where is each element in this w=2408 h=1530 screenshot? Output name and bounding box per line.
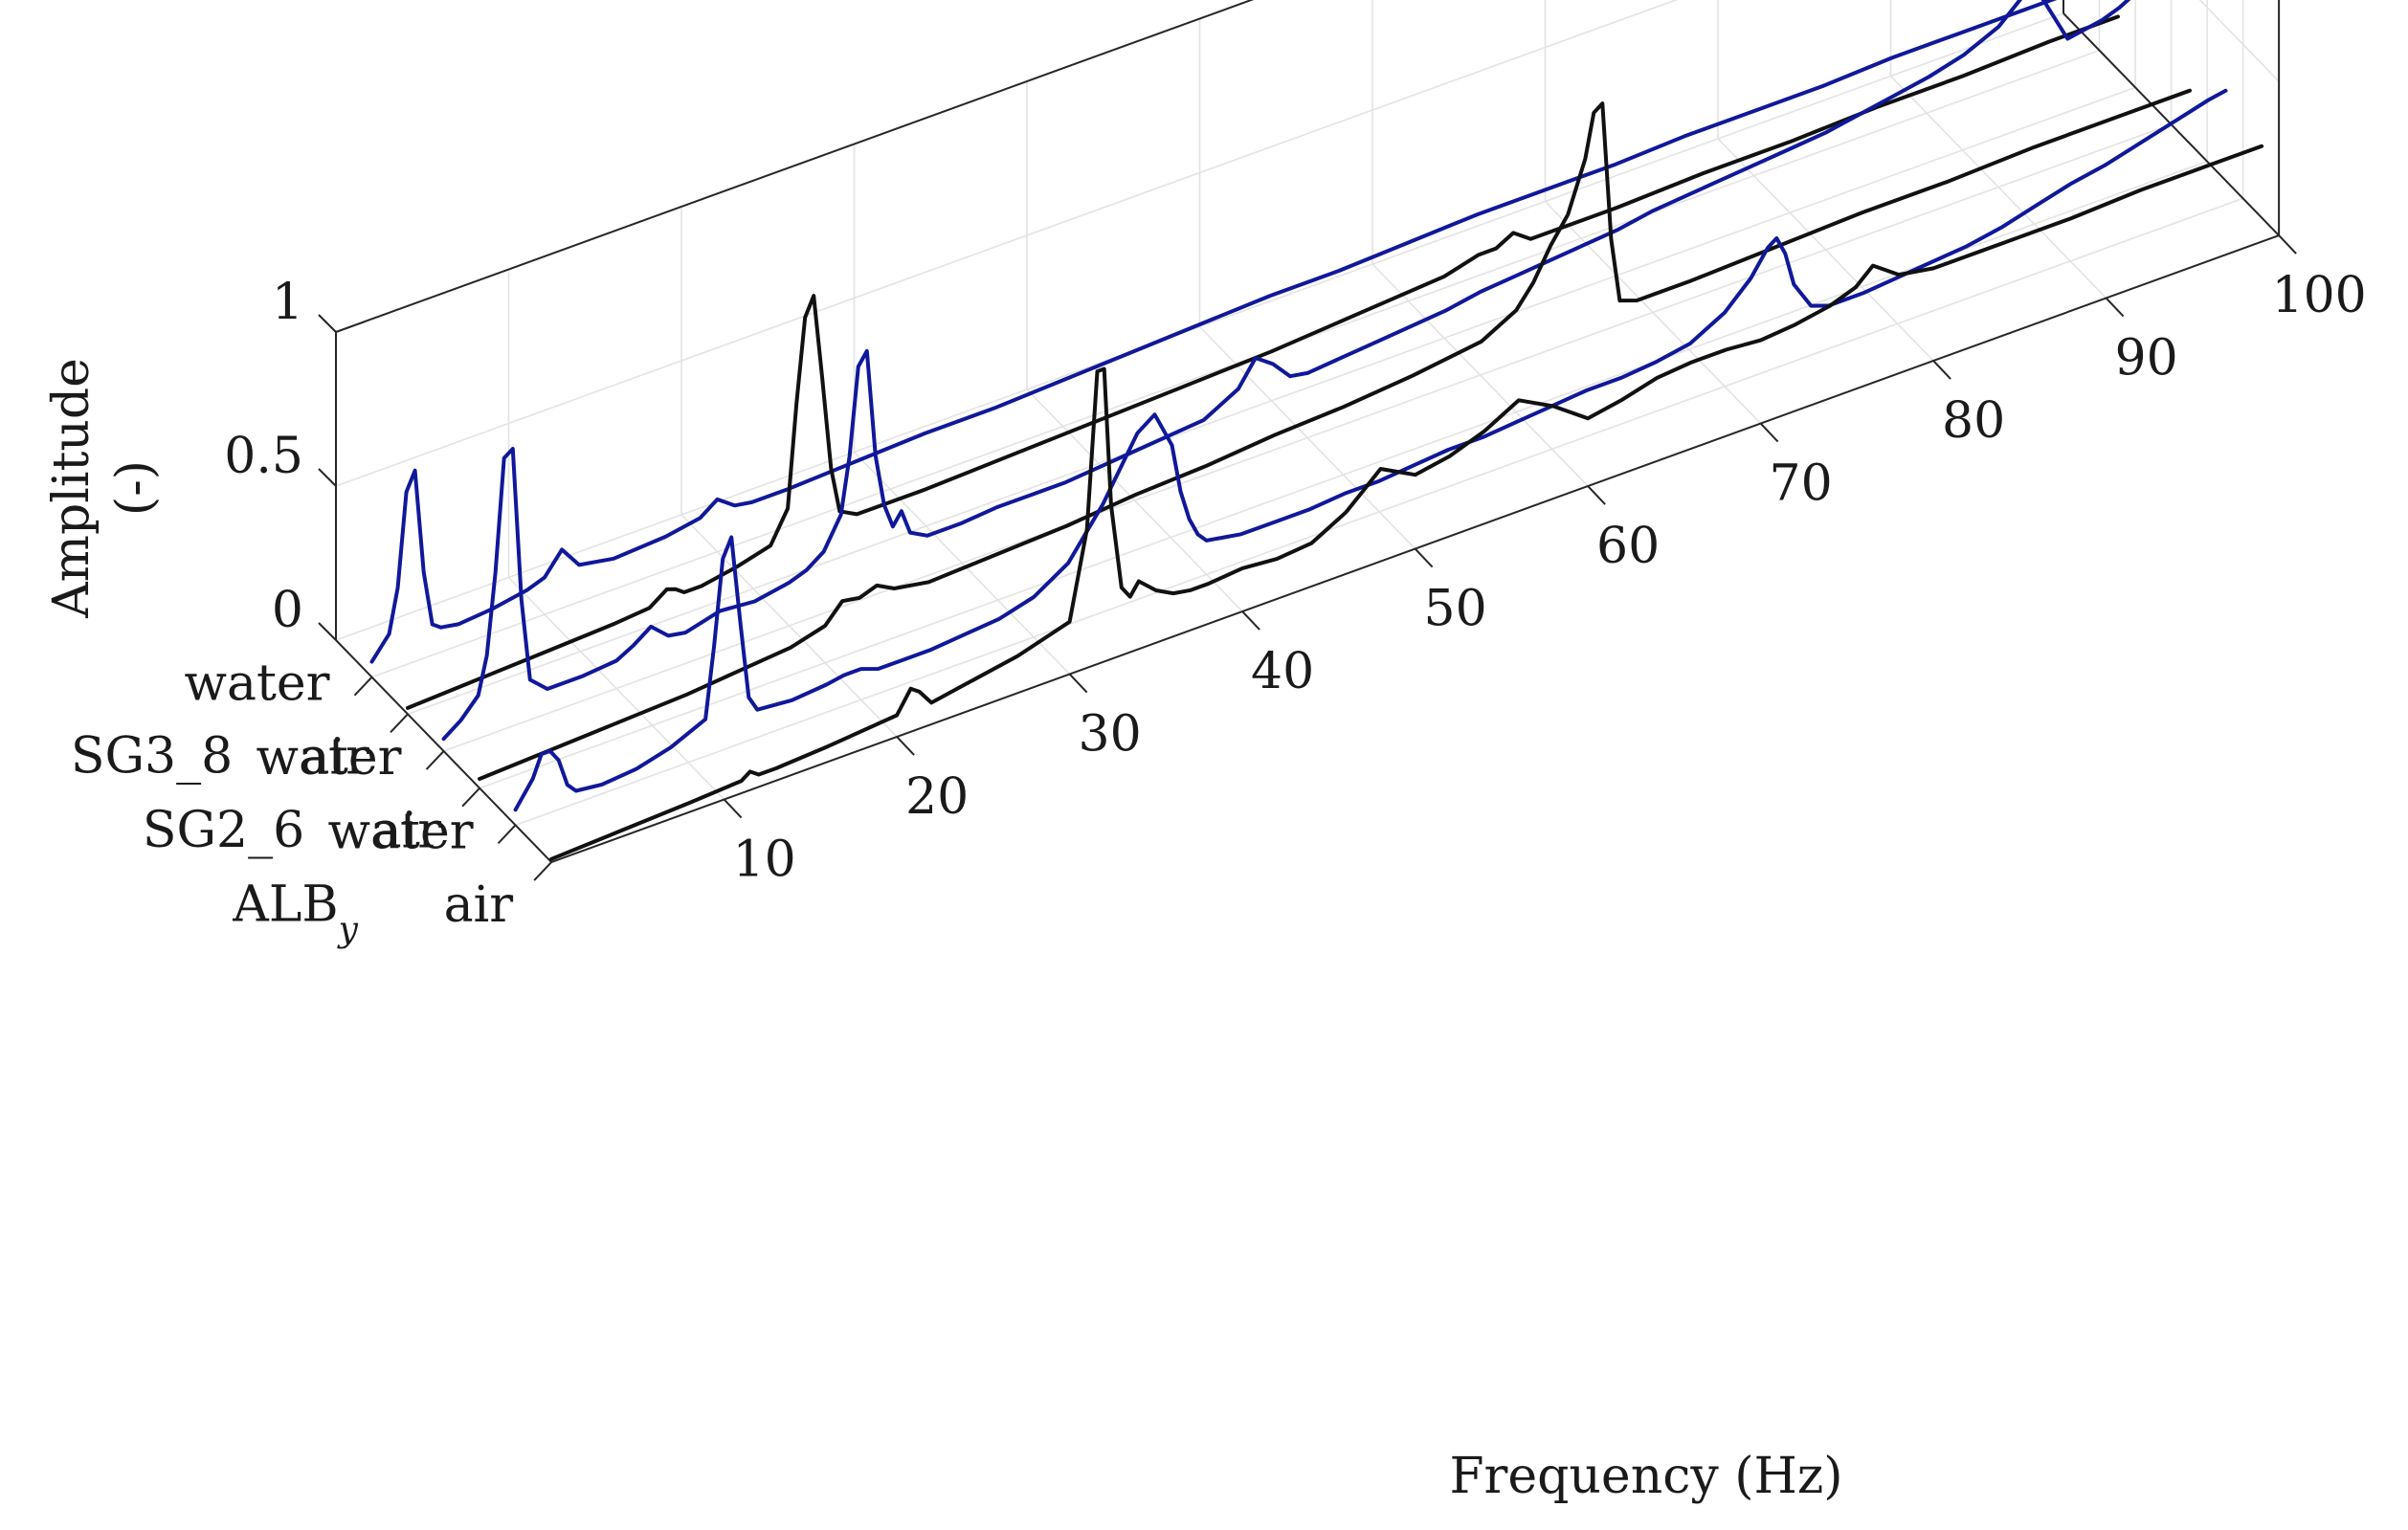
x-tick-label: 60 bbox=[1596, 518, 1660, 575]
x-tick-label: 70 bbox=[1770, 455, 1833, 513]
group-label: SG2_6 bbox=[143, 802, 304, 859]
row-tick-mark bbox=[353, 676, 373, 697]
z-tick-mark bbox=[318, 314, 337, 333]
x-tick-label: 100 bbox=[2271, 267, 2366, 324]
z-tick-label: 0 bbox=[272, 582, 303, 639]
x-tick-label: 20 bbox=[905, 768, 969, 826]
x-tick-label: 40 bbox=[1251, 643, 1314, 700]
frame-edge bbox=[335, 0, 1255, 333]
group-label: ALBy bbox=[232, 876, 358, 949]
x-tick-label: 10 bbox=[733, 832, 796, 889]
row-label-water: water bbox=[328, 803, 474, 860]
z-axis-title-line-1: Amplitude bbox=[43, 358, 100, 619]
grid-line-back-amp bbox=[335, 0, 1679, 487]
row-label-air: air bbox=[444, 876, 514, 934]
x-tick-mark bbox=[1587, 485, 1606, 505]
series-line-sg2-6-air bbox=[478, 88, 2192, 781]
row-tick-mark bbox=[533, 861, 552, 881]
x-tick-mark bbox=[1759, 422, 1779, 443]
x-tick-mark bbox=[723, 798, 743, 819]
x-tick-label: 50 bbox=[1424, 581, 1487, 638]
z-tick-label: 1 bbox=[272, 274, 303, 331]
x-tick-mark bbox=[896, 736, 915, 756]
row-tick-mark bbox=[390, 713, 409, 734]
axis-ticks bbox=[318, 234, 2297, 881]
grid-line-floor-row bbox=[443, 123, 2172, 752]
z-tick-label: 0.5 bbox=[224, 428, 303, 485]
x-tick-mark bbox=[1068, 673, 1088, 694]
x-tick-label: 30 bbox=[1079, 706, 1142, 764]
z-axis-title-line-2: (-) bbox=[106, 460, 164, 516]
series-line-alb-water bbox=[513, 88, 2228, 812]
x-tick-mark bbox=[1241, 610, 1260, 631]
axis-labels: 00.51102030405060708090100waterairwatera… bbox=[71, 267, 2367, 949]
series-line-alb-air bbox=[549, 144, 2264, 861]
x-tick-label: 90 bbox=[2115, 330, 2178, 388]
series-line-sg2-6-water bbox=[441, 0, 2131, 742]
x-tick-mark bbox=[2278, 234, 2297, 255]
z-tick-mark bbox=[318, 468, 337, 487]
grid-line-floor-row bbox=[515, 197, 2243, 827]
series-lines bbox=[369, 0, 2264, 861]
grid-line-floor-row bbox=[407, 86, 2136, 716]
row-tick-mark bbox=[461, 787, 480, 808]
group-label-subscript: y bbox=[337, 910, 359, 949]
x-tick-label: 80 bbox=[1942, 392, 2005, 450]
x-tick-mark bbox=[1414, 547, 1434, 568]
x-tick-mark bbox=[1932, 360, 1951, 380]
row-tick-mark bbox=[425, 750, 445, 770]
x-axis-title: Frequency (Hz) bbox=[1449, 1448, 1842, 1505]
x-tick-mark bbox=[2105, 297, 2125, 318]
series-line-sg3-8-air bbox=[406, 14, 2120, 710]
series-line-sg3-8-water bbox=[369, 0, 2058, 664]
row-label-air: air bbox=[301, 728, 370, 786]
group-label: SG3_8 bbox=[71, 728, 233, 786]
row-tick-mark bbox=[497, 824, 517, 845]
row-label-water: water bbox=[184, 655, 329, 713]
row-label-air: air bbox=[372, 803, 442, 860]
row-label-water: water bbox=[256, 729, 402, 787]
z-tick-mark bbox=[318, 622, 337, 641]
